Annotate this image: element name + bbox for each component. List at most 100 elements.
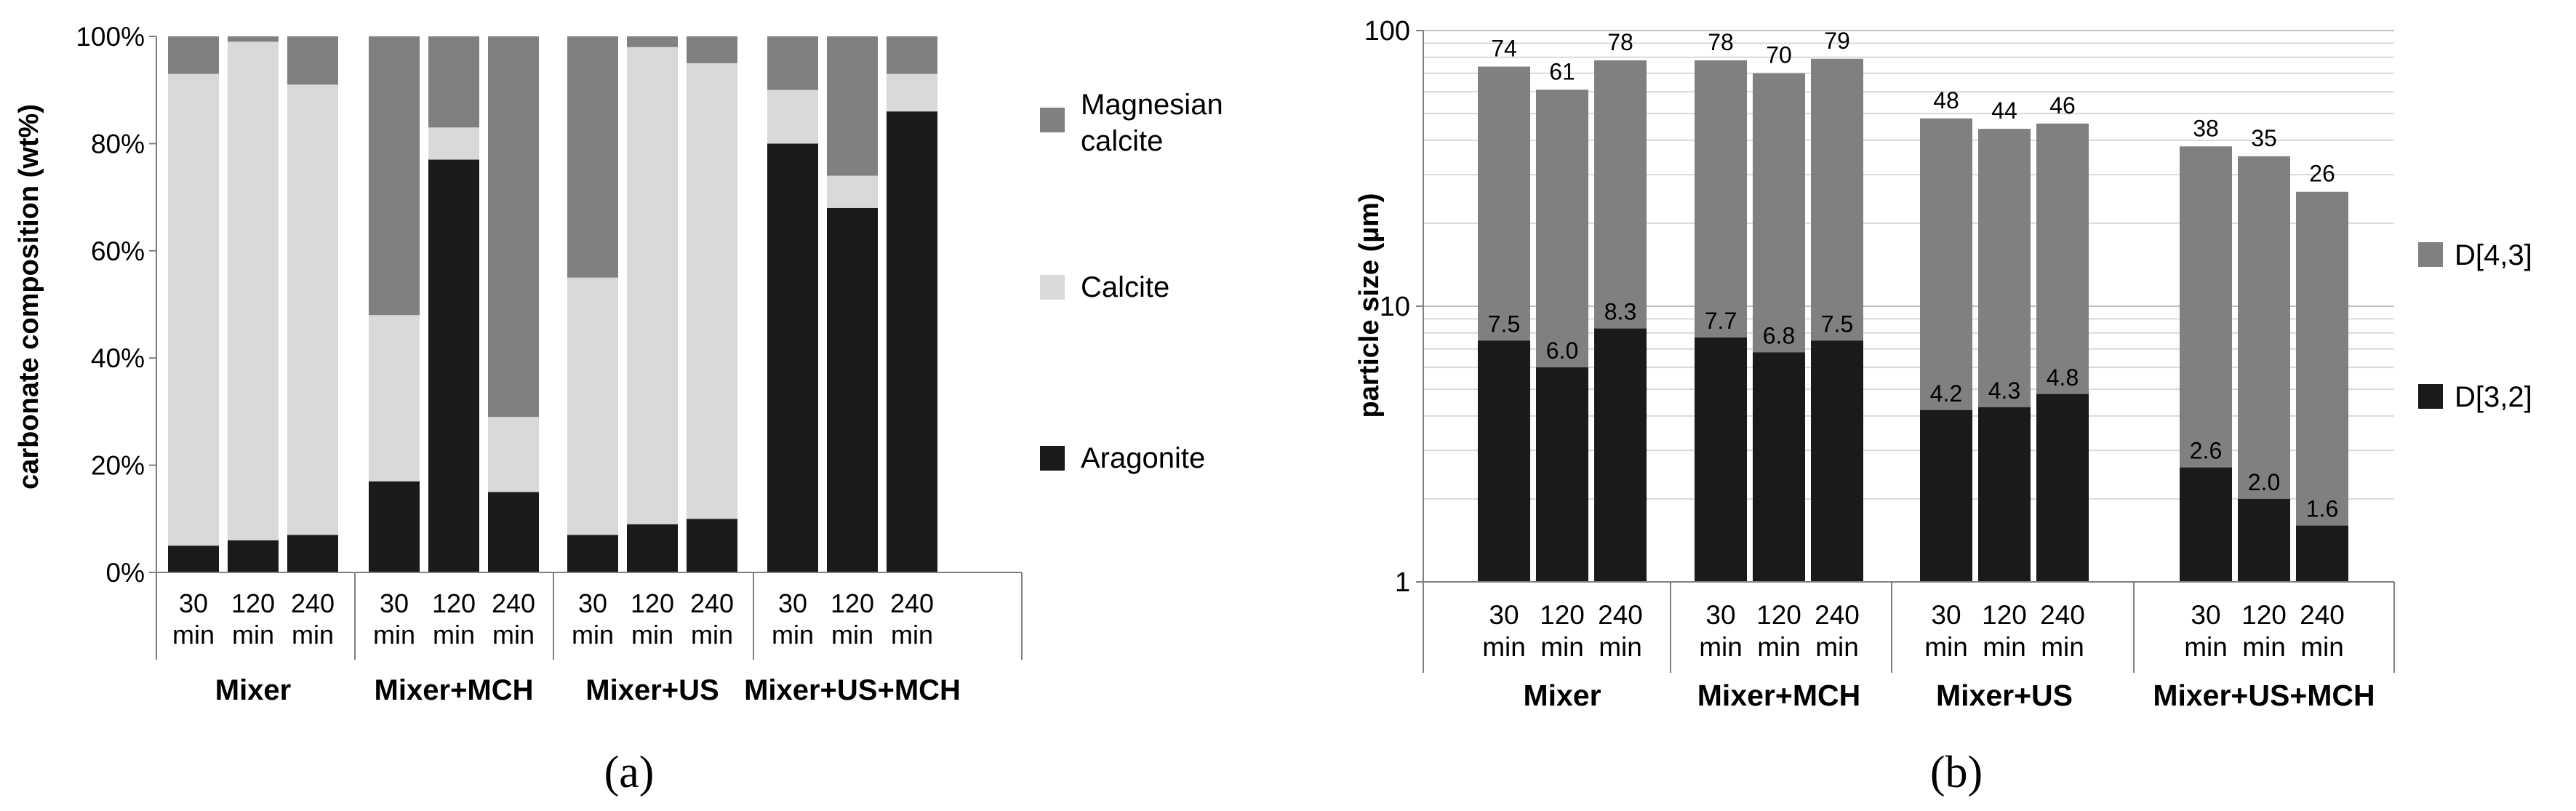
- x-tick-label: 120: [631, 588, 674, 618]
- x-tick-label: 120: [1756, 600, 1801, 630]
- bar-aragonite: [627, 524, 678, 572]
- axes-a: 0%20%40%60%80%100%30min120min240minMixer…: [76, 22, 1023, 706]
- bar-magnesian-calcite: [887, 36, 937, 74]
- x-tick-label: min: [572, 620, 614, 650]
- legend-b: D[4,3] D[3,2]: [2418, 239, 2532, 413]
- y-tick-label: 100%: [76, 22, 145, 52]
- bar-magnesian-calcite: [428, 36, 479, 128]
- bar-calcite: [287, 84, 338, 535]
- x-tick-label: 240: [1598, 600, 1643, 630]
- x-tick-label: min: [631, 620, 673, 650]
- y-tick-label: 40%: [91, 343, 145, 373]
- y-axis-label-a: carbonate composition (wt%): [14, 104, 44, 490]
- bar-d32: [1811, 340, 1863, 582]
- x-tick-label: 30: [179, 588, 208, 618]
- bar-aragonite: [228, 540, 279, 572]
- bar-aragonite: [488, 492, 539, 572]
- bar-d32: [1920, 410, 1972, 582]
- chart-panel-b: 74 61 78 78 70 79 48 44 46 38 35 26 7.5 6.0 8.3 7.7 6.8 7…: [1354, 16, 2532, 797]
- x-tick-label: 30: [778, 588, 807, 618]
- data-label-d32: 7.7: [1705, 308, 1737, 334]
- bar-calcite: [428, 127, 479, 160]
- data-label-d43: 74: [1491, 36, 1517, 62]
- x-tick-label: 120: [831, 588, 874, 618]
- data-label-d32: 2.0: [2248, 469, 2280, 495]
- bar-aragonite: [687, 519, 737, 572]
- legend-label: Magnesian calcite: [1081, 89, 1223, 157]
- x-tick-label: min: [1482, 632, 1526, 662]
- bar-calcite: [369, 315, 420, 482]
- bar-d32: [2238, 498, 2290, 582]
- legend-swatch: [1040, 446, 1065, 471]
- x-tick-label: 240: [890, 588, 934, 618]
- axes-b: 11010030min120min240minMixer30min120min2…: [1364, 16, 2395, 712]
- bar-aragonite: [168, 546, 219, 572]
- x-tick-label: min: [172, 620, 215, 650]
- data-label-d32: 4.2: [1930, 380, 1962, 407]
- bar-magnesian-calcite: [287, 36, 338, 85]
- x-tick-label: min: [1699, 632, 1743, 662]
- x-tick-label: 240: [1815, 600, 1860, 630]
- x-tick-label: 30: [380, 588, 409, 618]
- panel-label-b: (b): [1930, 748, 1983, 797]
- data-label-d32: 4.8: [2047, 364, 2079, 391]
- bars-a: [168, 36, 937, 572]
- bar-d32: [1753, 352, 1805, 582]
- data-label-d43: 35: [2251, 125, 2277, 151]
- x-tick-label: min: [373, 620, 415, 650]
- x-tick-label: 30: [1489, 600, 1519, 630]
- x-tick-label: 30: [1931, 600, 1961, 630]
- y-tick-label: 1: [1395, 567, 1410, 598]
- y-axis-label-b: particle size (µm): [1354, 193, 1385, 418]
- bar-d32: [1978, 407, 2031, 582]
- x-tick-label: 240: [291, 588, 335, 618]
- x-group-label: Mixer: [1523, 679, 1601, 712]
- x-tick-label: min: [1983, 632, 2026, 662]
- bar-d32: [2180, 467, 2232, 582]
- data-label-d32: 1.6: [2306, 496, 2338, 522]
- y-tick-label: 100: [1364, 16, 1410, 47]
- x-tick-label: min: [1599, 632, 1642, 662]
- x-tick-label: min: [772, 620, 814, 650]
- bar-calcite: [567, 277, 618, 535]
- x-tick-label: 120: [432, 588, 476, 618]
- legend-label: D[4,3]: [2455, 239, 2532, 271]
- x-tick-label: min: [492, 620, 535, 650]
- x-tick-label: 30: [578, 588, 607, 618]
- x-tick-label: min: [232, 620, 274, 650]
- y-tick-label: 80%: [91, 129, 145, 159]
- legend-label: Aragonite: [1081, 442, 1205, 474]
- bar-magnesian-calcite: [767, 36, 818, 90]
- data-label-d43: 78: [1607, 29, 1633, 55]
- x-tick-label: min: [891, 620, 933, 650]
- x-tick-label: 240: [2040, 600, 2085, 630]
- data-label-d43: 44: [1991, 97, 2017, 124]
- bar-aragonite: [428, 159, 479, 572]
- bar-calcite: [687, 63, 737, 519]
- data-label-d32: 6.0: [1546, 337, 1578, 364]
- x-tick-label: 120: [2241, 600, 2287, 630]
- bar-aragonite: [567, 535, 618, 572]
- x-group-label: Mixer+MCH: [375, 674, 534, 706]
- x-tick-label: min: [1540, 632, 1584, 662]
- x-tick-label: min: [831, 620, 873, 650]
- x-tick-label: 240: [492, 588, 535, 618]
- data-label-d32: 7.5: [1821, 311, 1853, 337]
- x-tick-label: min: [2242, 632, 2286, 662]
- data-label-d43: 48: [1933, 87, 1959, 113]
- y-tick-label: 0%: [106, 558, 145, 588]
- legend-label: Calcite: [1081, 271, 1169, 303]
- data-label-d43: 38: [2193, 115, 2219, 141]
- x-group-label: Mixer: [215, 674, 292, 706]
- bar-d32: [2296, 525, 2348, 582]
- x-group-label: Mixer+US+MCH: [2153, 679, 2375, 712]
- bar-magnesian-calcite: [369, 36, 420, 316]
- bar-d32: [1695, 337, 1747, 582]
- panel-label-a: (a): [604, 748, 655, 797]
- x-tick-label: 240: [690, 588, 734, 618]
- bar-aragonite: [767, 143, 818, 572]
- legend-label: D[3,2]: [2455, 381, 2532, 413]
- bar-aragonite: [287, 535, 338, 572]
- bar-aragonite: [369, 481, 420, 572]
